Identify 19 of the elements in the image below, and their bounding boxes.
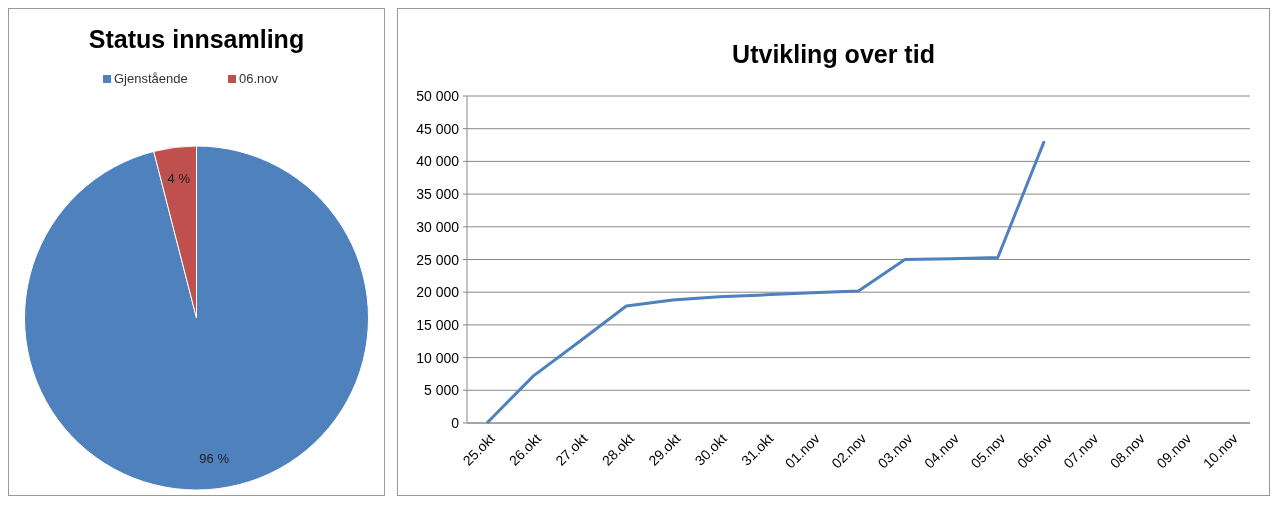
y-tick-label: 20 000 bbox=[416, 284, 460, 301]
y-tick-label: 0 bbox=[451, 415, 460, 431]
chart-title: Utvikling over tid bbox=[732, 40, 935, 68]
y-tick-label: 10 000 bbox=[416, 349, 460, 366]
y-tick-label: 5 000 bbox=[423, 382, 460, 399]
y-tick-label: 35 000 bbox=[416, 186, 460, 203]
y-tick-label: 30 000 bbox=[416, 218, 460, 235]
y-tick-label: 40 000 bbox=[416, 153, 460, 170]
chart-title: Status innsamling bbox=[88, 25, 305, 53]
line-series bbox=[485, 139, 1046, 425]
y-tick-label: 45 000 bbox=[416, 120, 460, 137]
y-tick-label: 15 000 bbox=[416, 316, 460, 333]
legend-label: Gjenstående bbox=[114, 71, 188, 86]
legend-label: 06.nov bbox=[239, 71, 279, 86]
data-label: 4 % bbox=[167, 171, 191, 187]
data-label: 96 % bbox=[199, 450, 230, 466]
y-tick-label: 50 000 bbox=[416, 88, 460, 104]
y-tick-label: 25 000 bbox=[416, 251, 460, 268]
pie-slice bbox=[24, 145, 369, 491]
